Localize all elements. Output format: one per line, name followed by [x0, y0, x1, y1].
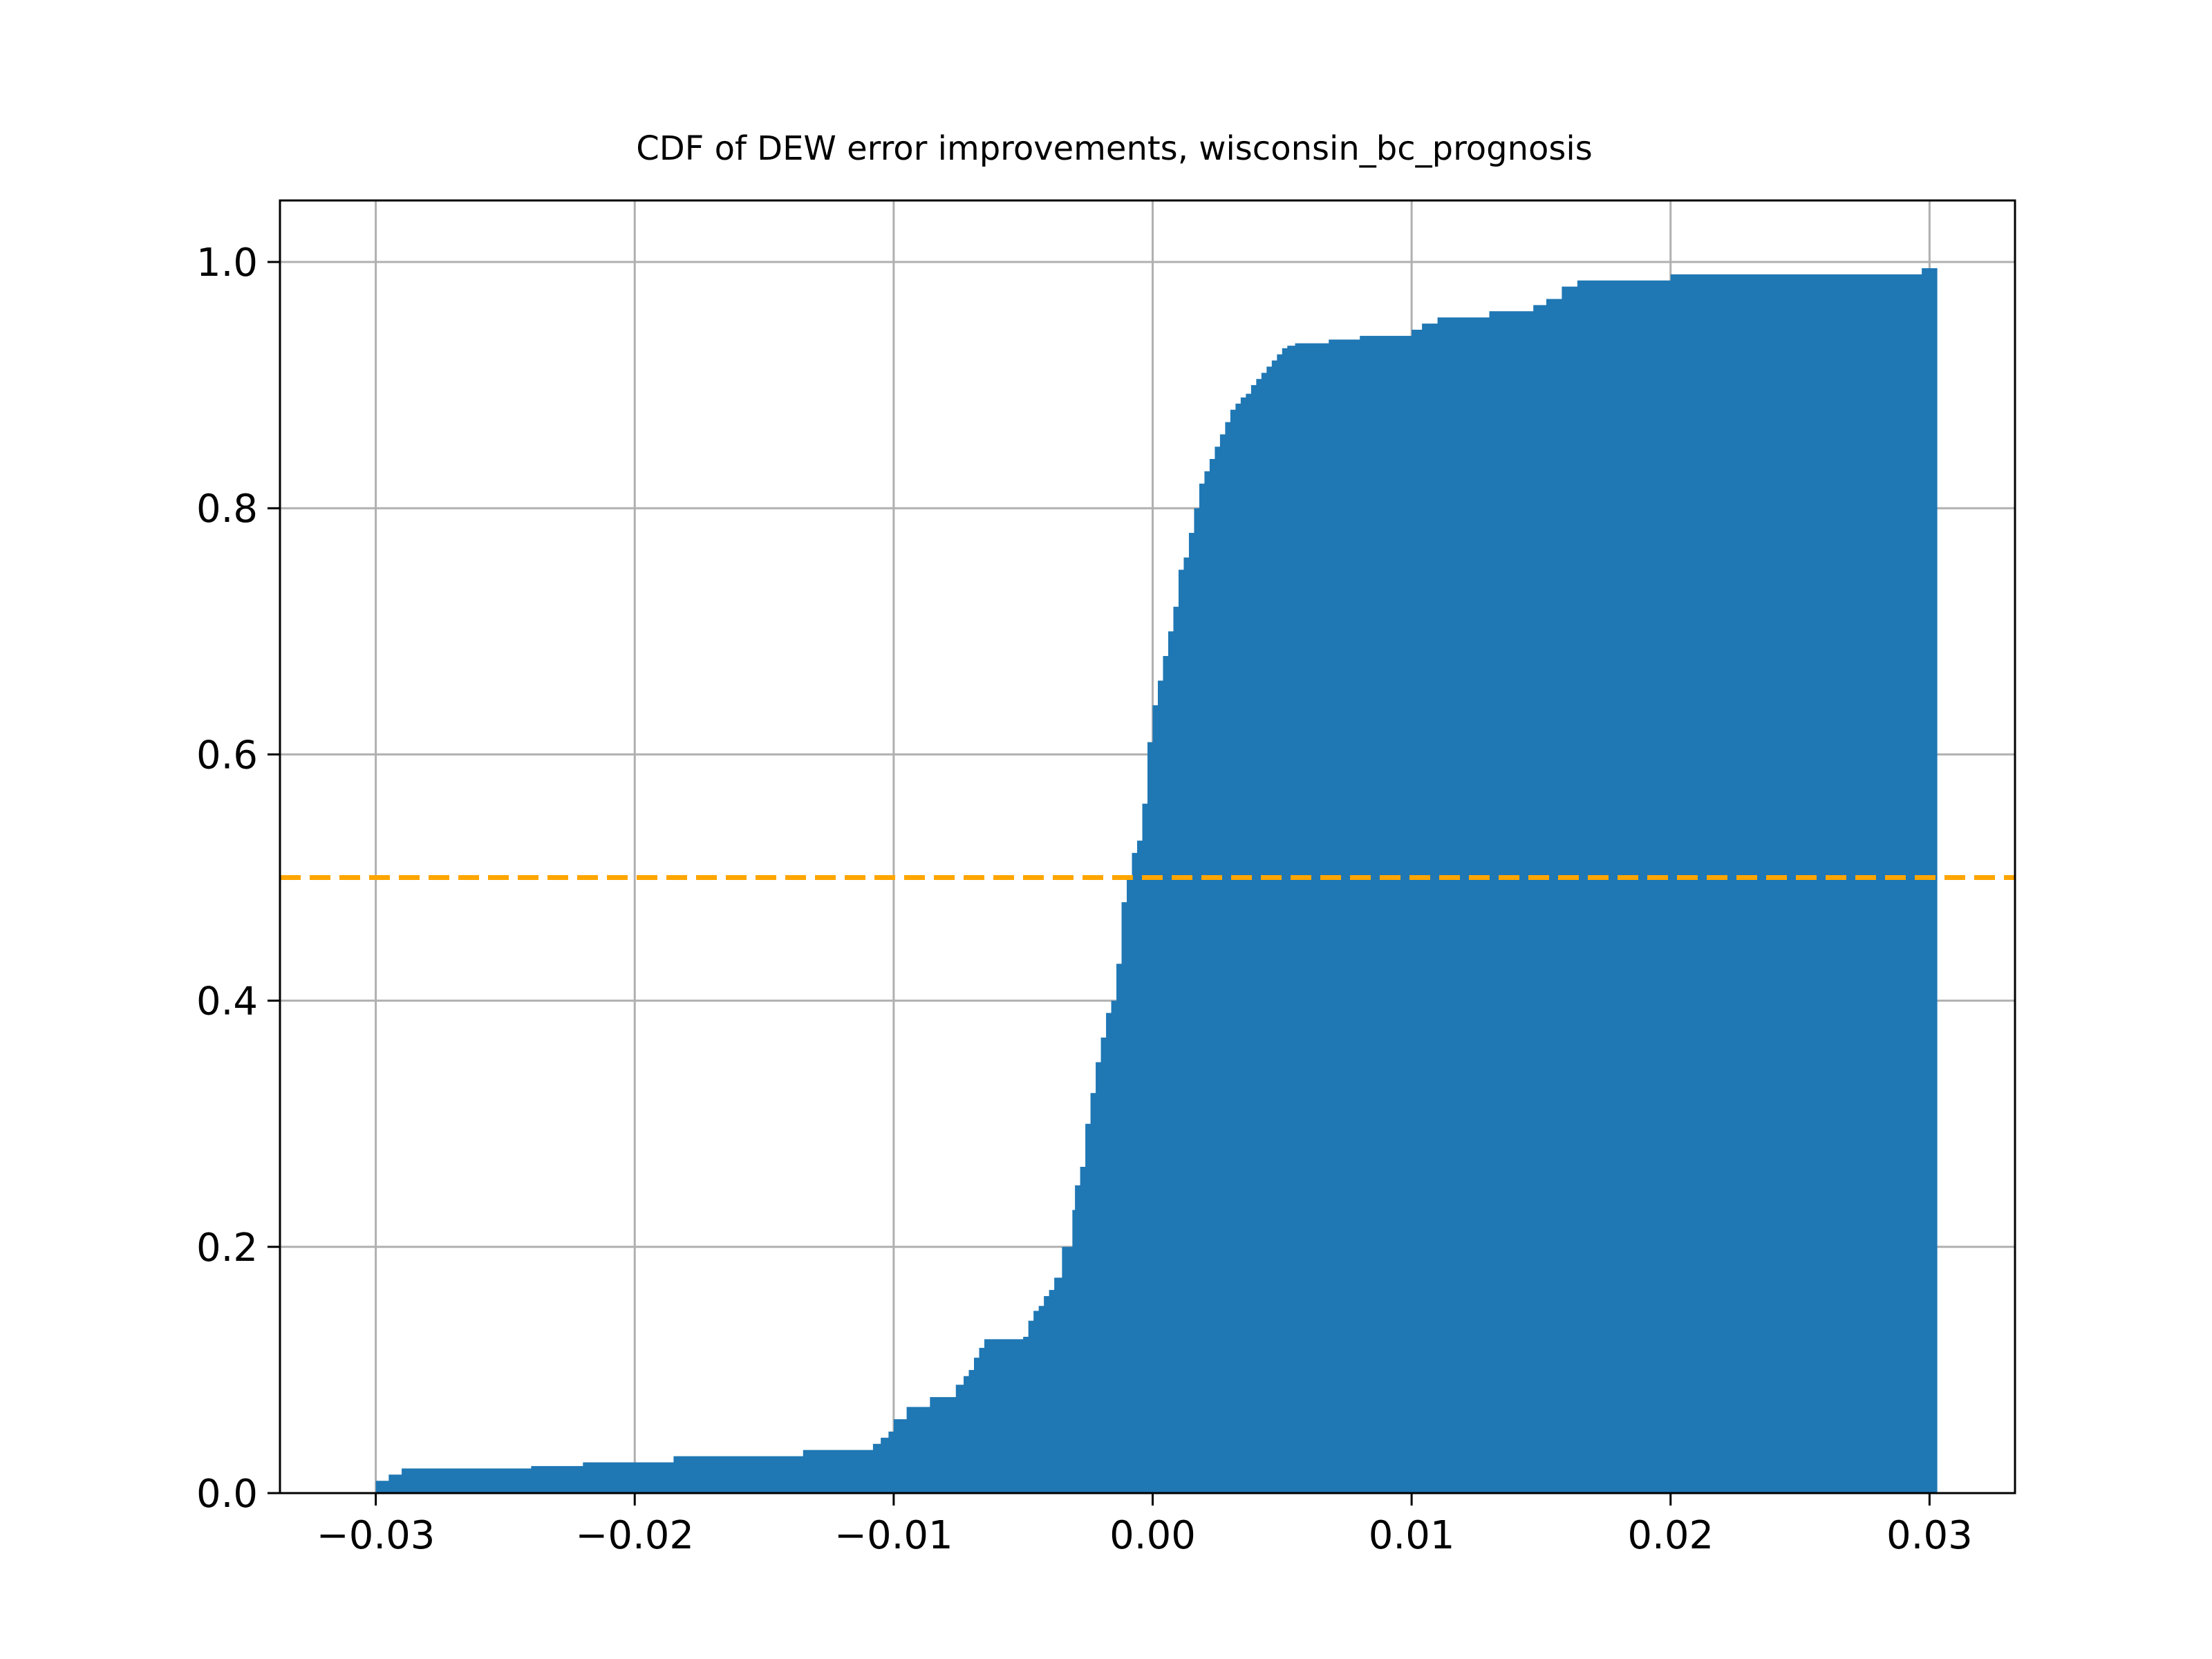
y-tick-label-4: 0.8 — [196, 487, 258, 532]
y-tick-label-0: 0.0 — [196, 1472, 258, 1517]
y-tick-label-2: 0.4 — [196, 980, 258, 1024]
chart-title: CDF of DEW error improvements, wisconsin… — [636, 129, 1592, 168]
x-tick-label-1: −0.02 — [575, 1513, 694, 1558]
x-tick-label-4: 0.01 — [1369, 1513, 1455, 1558]
y-axis-ticks: 0.0 0.2 0.4 0.6 0.8 1.0 — [196, 241, 280, 1517]
x-tick-label-5: 0.02 — [1627, 1513, 1714, 1558]
x-axis-ticks: −0.03 −0.02 −0.01 0.00 0.01 0.02 0.03 — [317, 1493, 1973, 1558]
plot-frame — [279, 199, 2016, 1494]
x-tick-label-6: 0.03 — [1886, 1513, 1973, 1558]
x-tick-label-3: 0.00 — [1109, 1513, 1196, 1558]
x-tick-label-2: −0.01 — [834, 1513, 953, 1558]
y-tick-label-5: 1.0 — [196, 241, 258, 285]
y-tick-label-3: 0.6 — [196, 733, 258, 778]
x-tick-label-0: −0.03 — [317, 1513, 435, 1558]
y-tick-label-1: 0.2 — [196, 1226, 258, 1271]
